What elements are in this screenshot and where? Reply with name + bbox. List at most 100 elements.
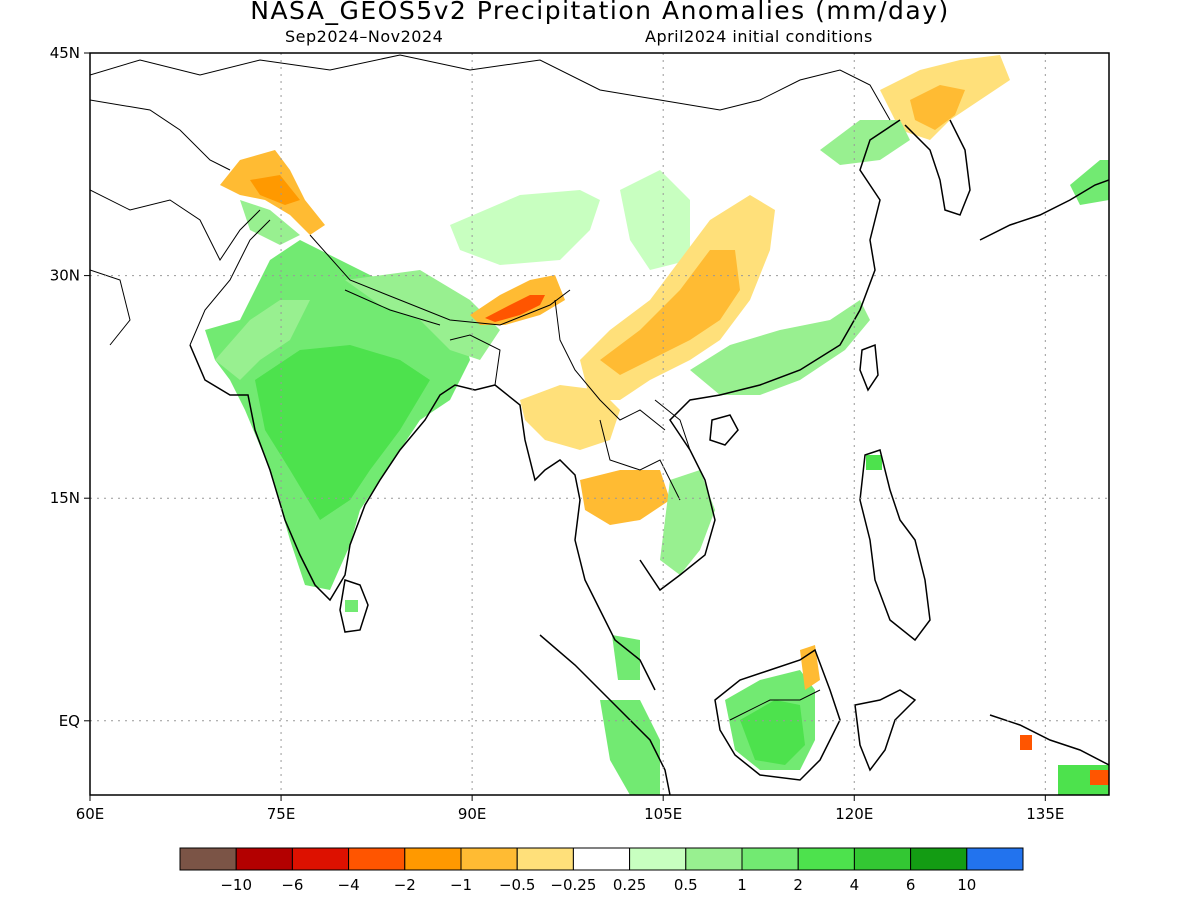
colorbar-label-3: −2	[394, 876, 416, 894]
coastline-taiwan	[859, 343, 879, 392]
latitude-ticks: 45N 30N 15N EQ	[50, 44, 90, 730]
anomaly-region-china-coast-wet	[690, 300, 870, 395]
coastline-hainan	[709, 414, 739, 446]
anomaly-region-korea-drier	[910, 85, 965, 130]
colorbar-label-8: 0.5	[674, 876, 698, 894]
colorbar-swatch-2	[291, 847, 350, 871]
colorbar-label-9: 1	[737, 876, 747, 894]
colorbar-label-1: −6	[281, 876, 303, 894]
initial-conditions: April2024 initial conditions	[645, 27, 873, 46]
lon-tick-label-5: 135E	[1026, 805, 1064, 823]
border-afghanistan-pakistan	[90, 189, 261, 261]
coastline-south-china	[719, 119, 901, 396]
border-bangladesh	[449, 334, 501, 386]
lat-tick-label-0: 45N	[50, 44, 80, 62]
anomaly-region-central-china	[620, 170, 690, 270]
lon-tick-label-4: 120E	[835, 805, 873, 823]
colorbar-swatch-4	[404, 847, 462, 871]
border-china-north	[90, 54, 891, 121]
border-himalaya	[309, 234, 571, 326]
colorbar-swatch-3	[348, 847, 406, 871]
coastline-philippines	[859, 449, 931, 642]
colorbar-label-13: 10	[957, 876, 976, 894]
border-malaysia-borneo	[729, 689, 821, 721]
anomaly-region-philippines-wet	[866, 455, 882, 470]
anomaly-region-kashmir-drier	[250, 175, 300, 205]
colorbar-label-7: 0.25	[613, 876, 646, 894]
colorbar-label-2: −4	[338, 876, 360, 894]
colorbar-label-0: −10	[220, 876, 252, 894]
colorbar-swatch-14	[966, 847, 1024, 871]
border-iran-pakistan	[90, 269, 131, 346]
coastline-indochina	[639, 394, 721, 592]
anomaly-region-indochina-dry	[580, 470, 670, 525]
colorbar-swatch-10	[741, 847, 799, 871]
coastlines	[189, 119, 1109, 795]
coastline-sumatra	[539, 634, 671, 795]
colorbar-swatch-13	[910, 847, 968, 871]
anomaly-region-tibet	[450, 190, 600, 265]
map-title: NASA_GEOS5v2 Precipitation Anomalies (mm…	[250, 0, 950, 25]
anomaly-region-papua-dry	[1020, 735, 1032, 750]
anomaly-region-kashmir-wet	[240, 200, 300, 245]
border-myanmar-china	[554, 299, 666, 431]
colorbar-label-6: −0.25	[550, 876, 596, 894]
colorbar-label-11: 4	[850, 876, 860, 894]
anomaly-region-malaya-wet	[612, 635, 640, 680]
coastline-sulawesi	[854, 689, 917, 772]
colorbar-swatch-8	[629, 847, 687, 871]
lon-tick-label-1: 75E	[267, 805, 296, 823]
lon-tick-label-3: 105E	[644, 805, 682, 823]
colorbar	[179, 847, 1024, 871]
colorbar-label-12: 6	[906, 876, 916, 894]
anomaly-region-new-guinea-dry	[1090, 770, 1109, 785]
coastline-borneo	[714, 648, 841, 781]
coastline-korea	[904, 119, 971, 216]
colorbar-labels: −10 −6 −4 −2 −1 −0.5 −0.25 0.25 0.5 1 2 4 6 10	[220, 876, 976, 894]
border-india-pakistan	[189, 219, 271, 346]
coastline-new-guinea	[989, 714, 1109, 766]
lat-tick-label-3: EQ	[59, 712, 80, 730]
anomaly-region-sri-lanka	[345, 600, 358, 612]
coastline-india	[189, 344, 496, 602]
coastline-japan	[979, 179, 1109, 241]
border-central-asia	[90, 99, 231, 171]
coastline-myanmar-thailand	[494, 384, 656, 691]
anomaly-region-south-china-drier	[600, 250, 740, 375]
lon-tick-label-0: 60E	[76, 805, 105, 823]
anomaly-region-borneo-wetter	[740, 700, 805, 765]
country-borders	[90, 54, 891, 721]
colorbar-swatch-0	[179, 847, 237, 871]
lon-tick-label-2: 90E	[458, 805, 487, 823]
colorbar-label-4: −1	[450, 876, 472, 894]
map-frame	[89, 52, 1110, 796]
gridlines	[90, 53, 1109, 795]
anomaly-region-indochina-wet	[660, 470, 715, 575]
anomaly-region-india-wet	[255, 345, 430, 520]
anomaly-region-myanmar-dry	[520, 385, 620, 450]
lat-tick-label-2: 15N	[50, 489, 80, 507]
colorbar-swatch-9	[685, 847, 743, 871]
coastline-sri-lanka	[339, 579, 369, 633]
longitude-ticks: 60E 75E 90E 105E 120E 135E	[76, 795, 1064, 823]
anomaly-region-sumatra-wet	[600, 700, 660, 795]
border-thailand-laos	[599, 419, 681, 501]
colorbar-label-5: −0.5	[499, 876, 535, 894]
colorbar-swatch-5	[460, 847, 518, 871]
anomaly-field	[205, 55, 1109, 795]
forecast-period: Sep2024–Nov2024	[285, 27, 444, 46]
colorbar-swatch-11	[797, 847, 855, 871]
colorbar-swatch-6	[516, 847, 574, 871]
anomaly-region-north-china-wet	[820, 120, 910, 165]
anomaly-region-india-light	[215, 300, 310, 380]
anomaly-region-himalaya-dry	[470, 275, 565, 325]
colorbar-label-10: 2	[793, 876, 803, 894]
lat-tick-label-1: 30N	[50, 267, 80, 285]
border-vietnam	[654, 399, 691, 451]
colorbar-swatch-1	[235, 847, 293, 871]
colorbar-swatch-7	[572, 847, 631, 871]
anomaly-region-himalaya-drier	[485, 295, 545, 322]
colorbar-swatch-12	[853, 847, 912, 871]
border-nepal	[344, 289, 441, 326]
